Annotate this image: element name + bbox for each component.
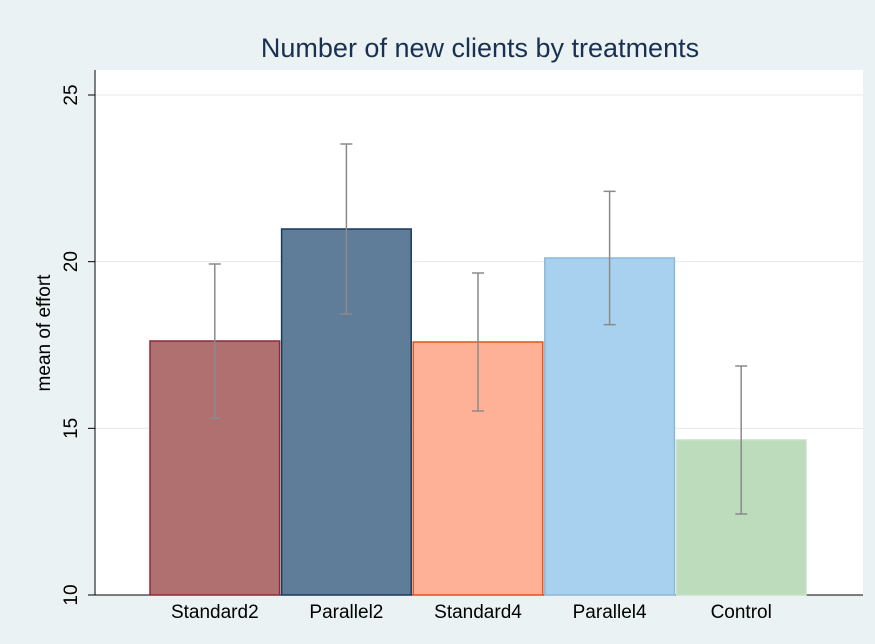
x-tick-label: Standard2: [171, 602, 259, 623]
y-axis-label: mean of effort: [34, 274, 55, 392]
x-tick-label: Parallel2: [309, 602, 383, 623]
x-tick-label: Parallel4: [573, 602, 647, 623]
y-tick-label: 10: [61, 584, 82, 605]
y-tick-label: 25: [61, 84, 82, 105]
y-tick-label: 15: [61, 418, 82, 439]
y-tick-label: 20: [61, 251, 82, 272]
x-tick-label: Standard4: [434, 602, 522, 623]
chart-title: Number of new clients by treatments: [261, 33, 699, 63]
x-tick-label: Control: [711, 602, 772, 623]
